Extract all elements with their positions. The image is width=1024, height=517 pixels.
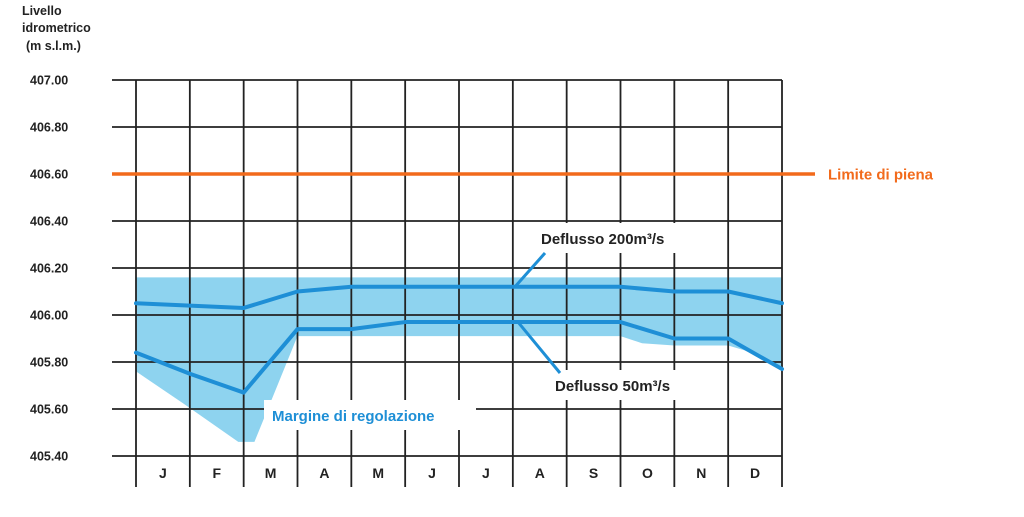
month-label: M: [265, 465, 277, 481]
month-label: M: [372, 465, 384, 481]
month-label: A: [535, 465, 545, 481]
band-label-bg: [264, 400, 476, 430]
band-label: Margine di regolazione: [272, 408, 435, 425]
y-axis-title-line-2: idrometrico: [22, 21, 91, 35]
y-tick-label: 406.20: [30, 262, 68, 276]
series-layer: [112, 172, 815, 395]
month-label: F: [212, 465, 221, 481]
month-label: O: [642, 465, 653, 481]
y-tick-label: 406.80: [30, 121, 68, 135]
flood-limit-label: Limite di piena: [828, 167, 934, 184]
y-tick-label: 406.00: [30, 309, 68, 323]
y-axis-title-line-1: Livello: [22, 4, 62, 18]
y-tick-label: 405.60: [30, 403, 68, 417]
month-label: J: [482, 465, 490, 481]
month-label: A: [319, 465, 329, 481]
series-label-50-leader: [516, 321, 562, 374]
series-line-200: [134, 284, 784, 310]
y-axis-title: Livello idrometrico (m s.l.m.): [22, 4, 91, 53]
month-label: J: [428, 465, 436, 481]
series-label-50: Deflusso 50m³/s: [555, 378, 670, 395]
y-tick-label: 405.80: [30, 356, 68, 370]
series-label-200-leader: [513, 252, 547, 288]
y-tick-label: 405.40: [30, 450, 68, 464]
month-label: D: [750, 465, 760, 481]
series-label-bg: [530, 223, 698, 253]
month-label: J: [159, 465, 167, 481]
series-label-bg: [545, 370, 703, 400]
y-tick-label: 406.60: [30, 168, 68, 182]
month-label: N: [696, 465, 706, 481]
y-axis-title-line-3: (m s.l.m.): [26, 39, 81, 53]
month-label: S: [589, 465, 598, 481]
label-layer: 407.00 406.80 406.60 406.40 406.20 406.00 405.…: [30, 74, 934, 482]
series-label-200: Deflusso 200m³/s: [541, 231, 664, 248]
y-tick-label: 406.40: [30, 215, 68, 229]
series-line-50: [134, 320, 784, 395]
y-tick-label: 407.00: [30, 74, 68, 88]
